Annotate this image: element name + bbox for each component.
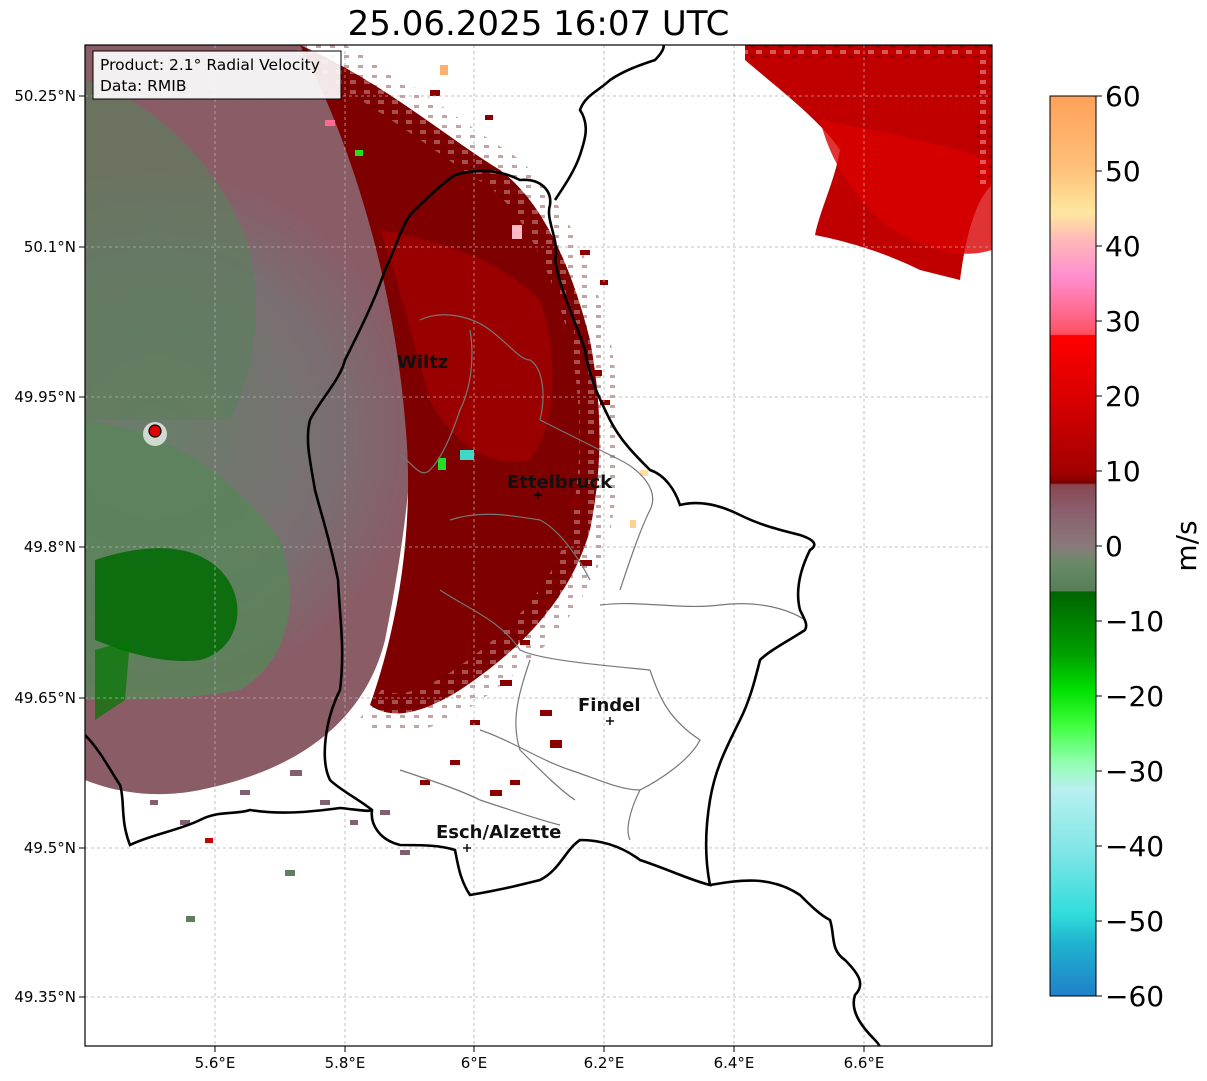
colorbar-tick-label: 10 xyxy=(1105,455,1141,488)
country-borders xyxy=(85,45,882,1046)
lat-tick-label: 49.5°N xyxy=(24,839,76,857)
colorbar-tick-label: 60 xyxy=(1105,80,1141,113)
lon-tick-labels: 5.6°E 5.8°E 6°E 6.2°E 6.4°E 6.6°E xyxy=(195,1046,885,1072)
lat-tick-label: 49.65°N xyxy=(14,689,76,707)
colorbar-tick-label: −40 xyxy=(1105,830,1164,863)
lon-tick-label: 5.6°E xyxy=(195,1054,236,1072)
place-label-esch-alzette: Esch/Alzette xyxy=(436,822,561,843)
info-data-source: Data: RMIB xyxy=(100,77,187,95)
be-de-border xyxy=(553,45,666,201)
map-title: 25.06.2025 16:07 UTC xyxy=(347,4,730,44)
lat-tick-labels: 50.25°N 50.1°N 49.95°N 49.8°N 49.65°N 49… xyxy=(14,87,85,1006)
lat-tick-label: 49.8°N xyxy=(24,538,76,556)
place-markers xyxy=(463,491,614,852)
colorbar-tick-label: 30 xyxy=(1105,305,1141,338)
place-label-findel: Findel xyxy=(578,695,641,716)
info-box: Product: 2.1° Radial Velocity Data: RMIB xyxy=(92,50,342,100)
high-velocity-spots xyxy=(325,65,522,470)
colorbar-tick-label: −60 xyxy=(1105,980,1164,1013)
colorbar-tick-label: 0 xyxy=(1105,530,1123,563)
lon-tick-label: 6.4°E xyxy=(714,1054,755,1072)
lon-tick-label: 6.6°E xyxy=(844,1054,885,1072)
canton-boundaries xyxy=(399,314,806,841)
colorbar: 60 50 40 30 20 10 0 −10 −20 −30 −40 −50 −60 m/s xyxy=(1049,80,1203,1013)
lat-tick-label: 49.35°N xyxy=(14,988,76,1006)
inbound-weak-north xyxy=(85,80,257,420)
colorbar-tick-label: 40 xyxy=(1105,230,1141,263)
colorbar-tick-label: −20 xyxy=(1105,680,1164,713)
de-fr-border-south xyxy=(709,879,882,1046)
info-product: Product: 2.1° Radial Velocity xyxy=(100,56,320,74)
colorbar-tick-label: 50 xyxy=(1105,155,1141,188)
luxembourg-border xyxy=(306,169,816,897)
outbound-fringe-cells xyxy=(420,90,648,796)
radar-site-marker xyxy=(148,424,162,438)
colorbar-unit-label: m/s xyxy=(1170,520,1203,571)
fr-border-west xyxy=(85,734,373,847)
map-frame xyxy=(84,44,993,1047)
inbound-strong xyxy=(95,548,238,661)
radar-echo-layer xyxy=(85,45,992,922)
near-zero-fringe-cells xyxy=(150,770,410,922)
lon-tick-label: 6°E xyxy=(461,1054,488,1072)
lon-tick-label: 6.2°E xyxy=(584,1054,625,1072)
lon-tick-label: 5.8°E xyxy=(325,1054,366,1072)
colorbar-tick-label: −50 xyxy=(1105,905,1164,938)
lat-tick-label: 49.95°N xyxy=(14,388,76,406)
colorbar-tick-label: −10 xyxy=(1105,605,1164,638)
lat-tick-label: 50.25°N xyxy=(14,87,76,105)
lat-tick-label: 50.1°N xyxy=(24,238,76,256)
outbound-core xyxy=(380,230,553,462)
place-label-wiltz: Wiltz xyxy=(397,352,448,373)
place-label-ettelbruck: Ettelbruck xyxy=(507,472,613,493)
colorbar-ticks: 60 50 40 30 20 10 0 −10 −20 −30 −40 −50 −60 xyxy=(1096,80,1164,1013)
colorbar-tick-label: 20 xyxy=(1105,380,1141,413)
colorbar-tick-label: −30 xyxy=(1105,755,1164,788)
colorbar-scale xyxy=(1049,95,1097,997)
